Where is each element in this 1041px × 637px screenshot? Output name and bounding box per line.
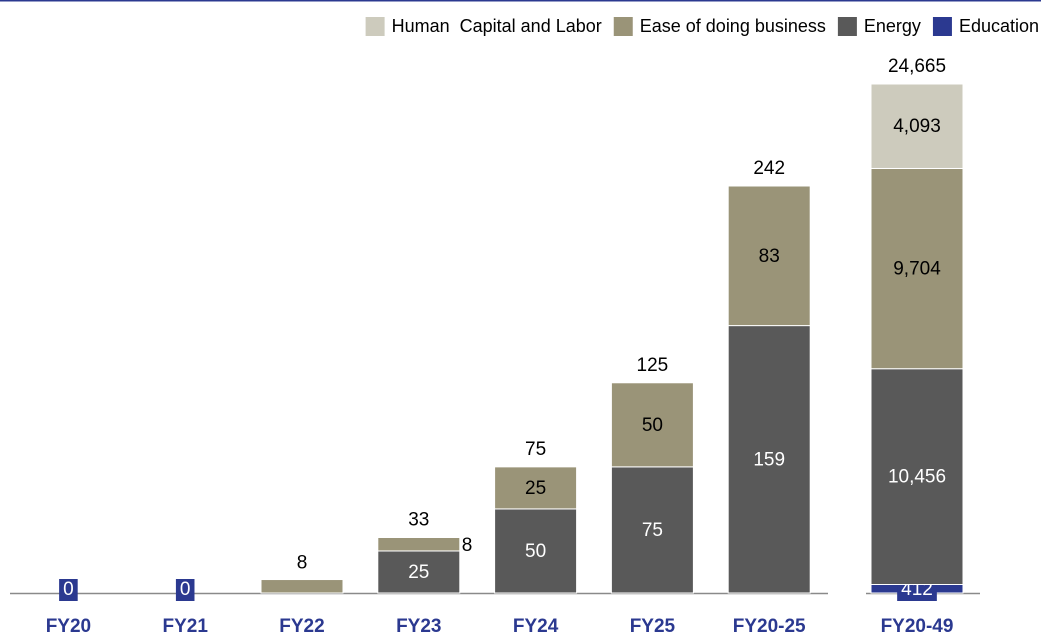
legend-swatch — [837, 17, 857, 36]
data-label: 25 — [408, 562, 429, 583]
bar-segment — [260, 579, 344, 594]
x-tick-label: FY20-49 — [881, 616, 954, 637]
bar-segment — [870, 167, 964, 370]
bar-segment — [870, 368, 964, 585]
data-label: 50 — [525, 541, 546, 562]
total-label: 125 — [637, 355, 669, 376]
bar-segment — [377, 537, 461, 552]
data-label: 159 — [753, 449, 785, 470]
total-label: 33 — [408, 510, 429, 531]
legend-label: Human Capital and Labor — [392, 16, 602, 36]
x-tick-label: FY24 — [513, 616, 559, 637]
legend-label: Ease of doing business — [640, 16, 826, 36]
legend-label: Education — [959, 16, 1039, 36]
bar-segment — [494, 508, 578, 594]
label-box — [175, 579, 195, 601]
x-tick-label: FY25 — [630, 616, 676, 637]
data-label: 25 — [525, 478, 546, 499]
bar-segment — [727, 325, 811, 594]
total-label: 242 — [753, 158, 785, 179]
data-label: 10,456 — [888, 467, 946, 488]
x-tick-label: FY20-25 — [733, 616, 806, 637]
legend-label: Energy — [864, 16, 921, 36]
total-label: 75 — [525, 439, 546, 460]
data-label: 8 — [462, 535, 473, 556]
bar-segment — [870, 83, 964, 169]
data-label: 0 — [180, 579, 191, 600]
data-label: 4,093 — [893, 116, 941, 137]
legend-swatch — [365, 17, 385, 36]
data-label: 75 — [642, 520, 663, 541]
data-label: 0 — [63, 579, 74, 600]
bar-segment — [610, 466, 694, 594]
bar-segment — [727, 185, 811, 327]
x-tick-label: FY21 — [162, 616, 208, 637]
legend-swatch — [613, 17, 633, 36]
legend-swatch — [932, 17, 952, 36]
x-tick-label: FY20 — [46, 616, 91, 637]
bar-segment — [494, 466, 578, 510]
data-label: 8 — [297, 553, 308, 574]
total-label: 24,665 — [888, 56, 946, 77]
bar-segment — [610, 382, 694, 468]
data-label: 83 — [759, 246, 780, 267]
data-label: 50 — [642, 415, 663, 436]
label-box — [59, 579, 78, 601]
x-tick-label: FY23 — [396, 616, 441, 637]
data-label: 9,704 — [893, 259, 941, 280]
x-tick-label: FY22 — [279, 616, 324, 637]
